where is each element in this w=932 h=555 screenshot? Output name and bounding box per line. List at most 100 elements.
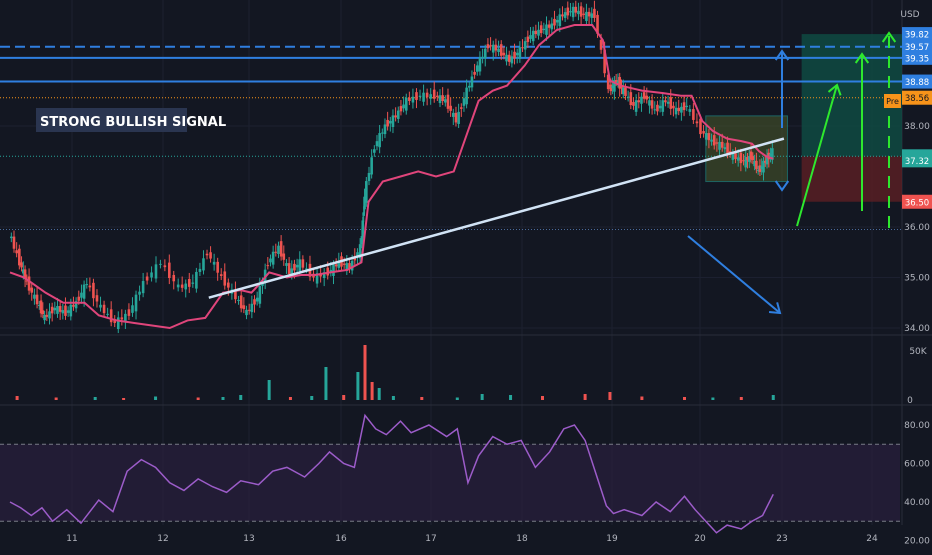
- time-tick-label: 23: [776, 534, 787, 544]
- candle-body: [606, 74, 610, 90]
- candle-body: [150, 272, 153, 278]
- candle-body: [587, 11, 591, 17]
- candle-body: [322, 272, 326, 279]
- candle-body: [756, 169, 760, 171]
- volume-bar: [310, 396, 314, 400]
- candle-body: [563, 12, 567, 18]
- candle-body: [50, 306, 54, 314]
- candle-body: [360, 236, 364, 245]
- volume-bar: [93, 397, 97, 400]
- volume-bar: [420, 397, 424, 400]
- candle-body: [373, 149, 376, 153]
- candle-body: [486, 44, 490, 49]
- candle-body: [48, 311, 51, 319]
- time-tick-label: 17: [425, 534, 436, 544]
- candle-body: [539, 25, 543, 34]
- volume-bar: [122, 398, 126, 400]
- candle-body: [138, 291, 141, 295]
- candle-body: [769, 153, 772, 157]
- currency-label[interactable]: USD: [900, 10, 919, 20]
- candle-body: [58, 306, 62, 312]
- candle-body: [726, 142, 729, 155]
- candle-body: [124, 313, 127, 321]
- candle-body: [415, 92, 418, 100]
- volume-bar: [267, 380, 271, 400]
- volume-tick-label: 0: [907, 396, 913, 406]
- candle-body: [388, 120, 392, 124]
- candle-body: [734, 153, 737, 160]
- candle-body: [499, 44, 503, 56]
- candle-body: [255, 297, 259, 302]
- candle-body: [723, 147, 727, 150]
- candle-body: [285, 263, 288, 266]
- stop-zone: [801, 156, 902, 202]
- vwap-line: [9, 24, 774, 330]
- rsi-line-layer: 80.00 60.00 40.00 20.00: [9, 413, 930, 547]
- candle-body: [172, 274, 176, 282]
- candle-body: [77, 296, 81, 301]
- candle-body: [27, 276, 31, 291]
- candle-body: [383, 124, 387, 135]
- candle-body: [253, 299, 256, 305]
- candle-body: [747, 156, 751, 162]
- trendline: [208, 137, 785, 299]
- candle-body: [545, 24, 548, 35]
- candle-body: [664, 100, 667, 103]
- arrows-layer: [687, 31, 897, 315]
- time-tick-label: 13: [243, 534, 254, 544]
- candle-body: [250, 303, 254, 313]
- candle-body: [266, 265, 270, 267]
- candle-body: [444, 99, 447, 103]
- candle-body: [542, 28, 546, 31]
- candle-body: [154, 264, 158, 279]
- time-tick-label: 19: [606, 534, 618, 544]
- candle-body: [279, 241, 283, 257]
- candle-body: [85, 284, 89, 286]
- candle-body: [632, 102, 635, 106]
- volume-bar: [239, 395, 243, 400]
- price-label-text: 39.35: [905, 54, 929, 64]
- candle-body: [513, 51, 516, 59]
- price-label-text: 37.32: [905, 157, 929, 167]
- candle-body: [429, 94, 432, 99]
- pre-tag: Pre: [884, 94, 901, 108]
- candle-body: [582, 13, 586, 15]
- price-axis: 34.00 35.00 36.00 38.00: [904, 122, 930, 334]
- candle-body: [61, 310, 65, 314]
- rsi-tick-label: 20.00: [904, 537, 930, 547]
- candle-body: [645, 95, 649, 100]
- candle-body: [505, 54, 508, 62]
- candle-body: [202, 258, 205, 271]
- candle-body: [92, 282, 95, 299]
- candle-body: [521, 47, 524, 49]
- candle-body: [326, 267, 330, 276]
- green-bullish-arrow-1: [796, 84, 838, 227]
- volume-tick-label: 50K: [909, 347, 927, 357]
- candle-body: [763, 160, 767, 163]
- candle-body: [56, 306, 59, 314]
- candle-body: [109, 309, 113, 323]
- candle-body: [650, 100, 654, 109]
- candle-body: [569, 11, 572, 13]
- volume-bar: [54, 397, 58, 400]
- candle-body: [680, 106, 683, 113]
- volume-bar: [356, 372, 360, 400]
- candle-body: [452, 112, 455, 117]
- candle-body: [658, 105, 662, 109]
- candle-body: [12, 236, 16, 249]
- candle-body: [518, 47, 522, 59]
- candle-body: [277, 245, 280, 255]
- volume-bar: [288, 397, 292, 400]
- candle-body: [274, 251, 278, 253]
- candle-body: [550, 23, 554, 30]
- candle-body: [411, 96, 415, 103]
- volume-bar: [583, 394, 587, 400]
- candle-body: [402, 104, 405, 109]
- price-label-tag: [902, 74, 932, 89]
- candle-body: [223, 271, 227, 286]
- candle-body: [481, 56, 484, 58]
- candle-body: [106, 313, 109, 315]
- candle-body: [634, 100, 638, 112]
- candle-body: [187, 279, 191, 287]
- rsi-tick-label: 60.00: [904, 460, 930, 470]
